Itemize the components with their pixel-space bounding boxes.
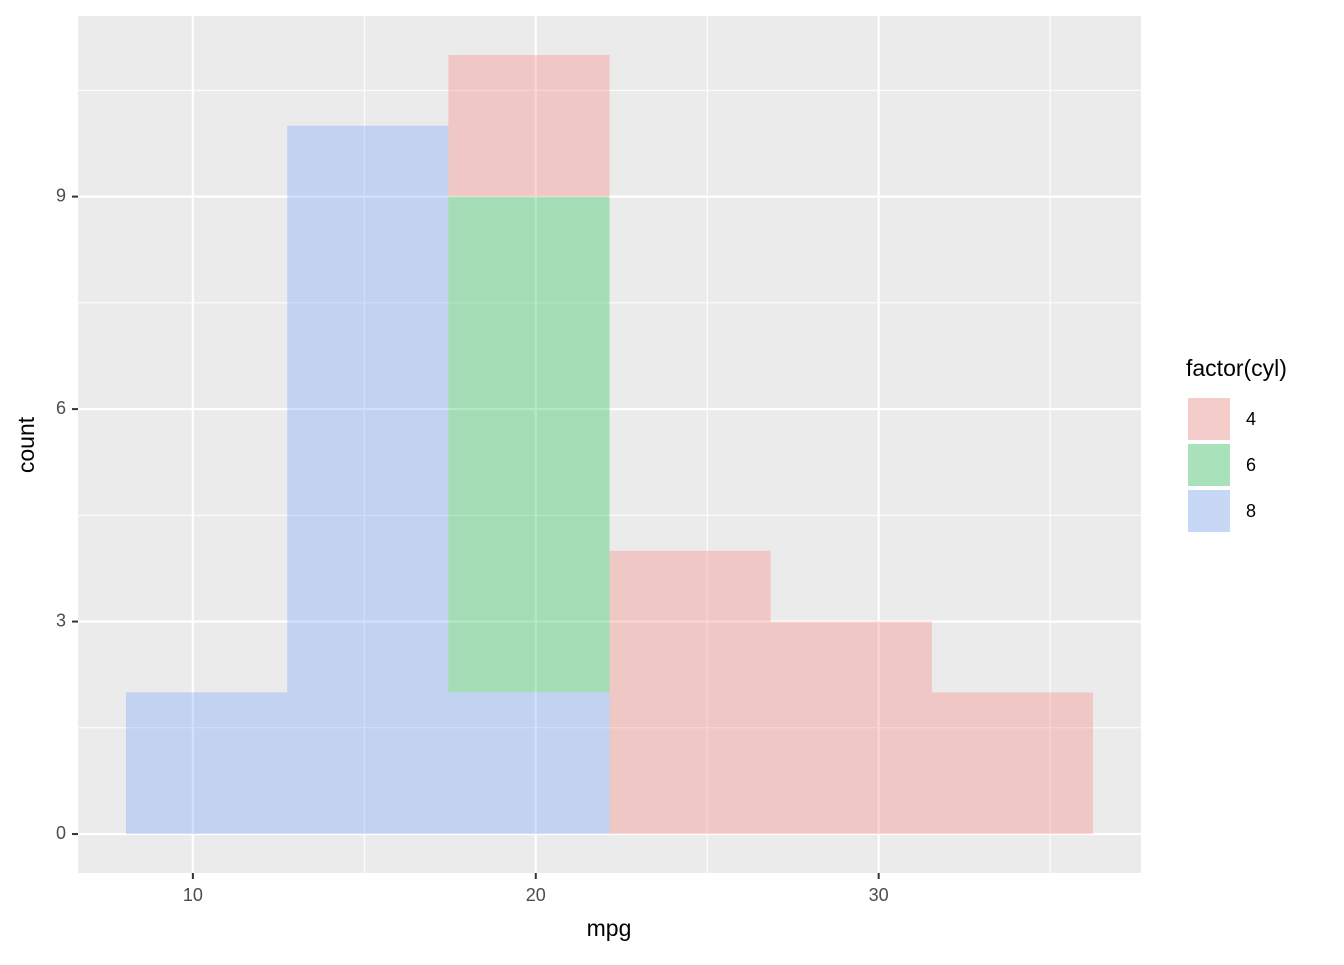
axes: 10 20 30 0 3 6 9 <box>56 185 889 904</box>
bar <box>931 692 1093 835</box>
legend-swatch <box>1188 490 1230 532</box>
legend-swatch <box>1188 398 1230 440</box>
bar <box>448 196 610 693</box>
legend-title: factor(cyl) <box>1186 355 1287 381</box>
bars <box>126 54 1093 835</box>
grid <box>78 16 1141 873</box>
legend-label: 4 <box>1246 409 1256 429</box>
y-tick-label: 9 <box>56 185 66 205</box>
legend-label: 6 <box>1246 455 1256 475</box>
legend-swatch <box>1188 444 1230 486</box>
y-tick-label: 0 <box>56 823 66 843</box>
bar <box>448 692 610 835</box>
x-tick-label: 30 <box>869 885 889 905</box>
legend-key <box>1188 444 1230 486</box>
bar <box>770 621 932 835</box>
y-axis-title: count <box>13 416 39 473</box>
legend: 4 6 8 <box>1188 398 1256 532</box>
x-tick-label: 10 <box>183 885 203 905</box>
x-tick-label: 20 <box>526 885 546 905</box>
x-axis-title: mpg <box>587 915 632 941</box>
legend-key <box>1188 490 1230 532</box>
bar <box>609 550 771 835</box>
y-tick-label: 6 <box>56 398 66 418</box>
bar <box>448 54 610 197</box>
bar <box>287 125 449 835</box>
legend-key <box>1188 398 1230 440</box>
bar <box>126 692 288 835</box>
panel <box>78 16 1141 873</box>
legend-label: 8 <box>1246 501 1256 521</box>
y-tick-label: 3 <box>56 610 66 630</box>
